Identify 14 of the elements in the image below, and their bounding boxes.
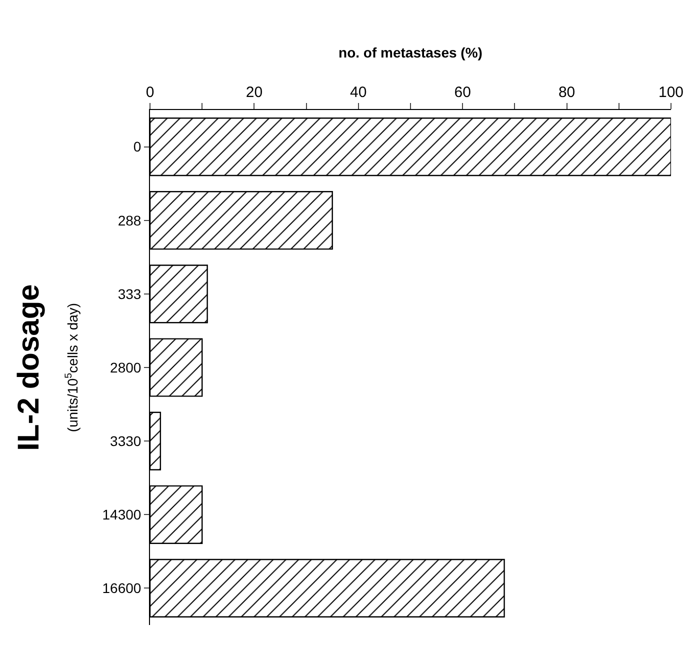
y-tick-label: 333 — [118, 286, 142, 302]
y-tick-label: 2800 — [110, 359, 142, 376]
x-axis-title: no. of metastases (%) — [338, 44, 482, 61]
x-tick-label: 20 — [246, 84, 263, 101]
y-tick-label: 14300 — [102, 506, 142, 523]
x-tick-label: 40 — [350, 84, 367, 101]
x-tick-label: 0 — [146, 84, 154, 101]
x-tick-label: 60 — [454, 84, 471, 101]
x-tick-label: 100 — [658, 84, 684, 101]
y-tick-label: 3330 — [110, 432, 142, 449]
y-tick-label: 16600 — [102, 580, 142, 596]
y-tick-label: 288 — [118, 212, 142, 228]
x-tick-label: 80 — [558, 84, 576, 101]
y-tick-label: 0 — [133, 138, 142, 155]
